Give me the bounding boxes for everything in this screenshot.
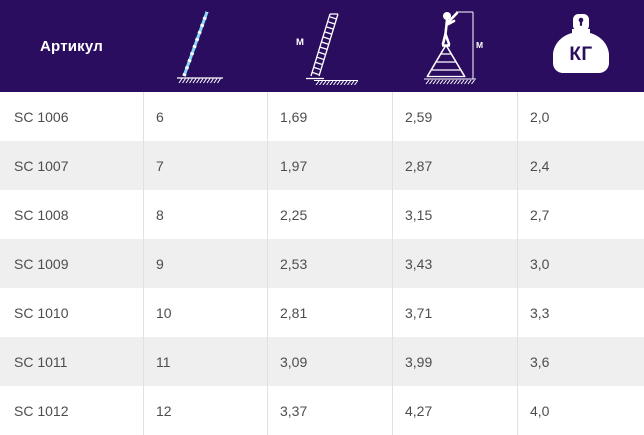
weight-cell: 3,6 — [517, 337, 644, 386]
ladder-height-cell: 3,09 — [267, 337, 392, 386]
article-cell: SC 1006 — [14, 108, 69, 125]
ladder-height-cell: 2,81 — [267, 288, 392, 337]
ladder-height-cell: 1,69 — [267, 92, 392, 141]
ladder-height-cell: 2,53 — [267, 239, 392, 288]
ladder-height-icon: М — [294, 7, 366, 85]
weight-cell: 2,0 — [517, 92, 644, 141]
weight-cell: 3,0 — [517, 239, 644, 288]
table-row: SC 1008 8 2,25 3,15 2,7 — [0, 190, 644, 239]
weight-kettlebell-icon: КГ — [545, 7, 617, 85]
working-height-cell: 3,99 — [392, 337, 517, 386]
table-row: SC 1012 12 3,37 4,27 4,0 — [0, 386, 644, 435]
steps-cell: 6 — [143, 92, 267, 141]
weight-cell: 3,3 — [517, 288, 644, 337]
article-cell: SC 1011 — [14, 353, 68, 370]
steps-cell: 11 — [143, 337, 267, 386]
table-row: SC 1006 6 1,69 2,59 2,0 — [0, 92, 644, 141]
steps-cell: 9 — [143, 239, 267, 288]
article-cell: SC 1008 — [14, 206, 69, 223]
article-cell: SC 1007 — [14, 157, 69, 174]
article-header-cell: Артикул — [0, 0, 143, 92]
working-height-cell: 2,59 — [392, 92, 517, 141]
table-header: Артикул М — [0, 0, 644, 92]
article-header-label: Артикул — [40, 37, 103, 55]
ladder-height-header-cell: М — [267, 0, 392, 92]
ladder-height-cell: 2,25 — [267, 190, 392, 239]
ladder-height-cell: 1,97 — [267, 141, 392, 190]
steps-cell: 10 — [143, 288, 267, 337]
table-row: SC 1007 7 1,97 2,87 2,4 — [0, 141, 644, 190]
weight-cell: 4,0 — [517, 386, 644, 435]
ladder-height-cell: 3,37 — [267, 386, 392, 435]
steps-cell: 12 — [143, 386, 267, 435]
svg-text:М: М — [476, 40, 483, 50]
article-cell: SC 1012 — [14, 402, 69, 419]
working-height-cell: 3,71 — [392, 288, 517, 337]
working-height-cell: 3,43 — [392, 239, 517, 288]
weight-header-cell: КГ — [517, 0, 644, 92]
svg-text:КГ: КГ — [569, 44, 592, 65]
working-height-cell: 4,27 — [392, 386, 517, 435]
article-cell: SC 1010 — [14, 304, 69, 321]
table-row: SC 1011 11 3,09 3,99 3,6 — [0, 337, 644, 386]
working-height-cell: 3,15 — [392, 190, 517, 239]
leaning-ladder-icon — [173, 7, 237, 85]
working-height-cell: 2,87 — [392, 141, 517, 190]
steps-cell: 7 — [143, 141, 267, 190]
steps-header-cell — [143, 0, 267, 92]
steps-cell: 8 — [143, 190, 267, 239]
table-row: SC 1009 9 2,53 3,43 3,0 — [0, 239, 644, 288]
working-height-header-cell: М — [392, 0, 517, 92]
article-cell: SC 1009 — [14, 255, 69, 272]
table-row: SC 1010 10 2,81 3,71 3,3 — [0, 288, 644, 337]
working-height-icon: М — [418, 7, 492, 85]
weight-cell: 2,7 — [517, 190, 644, 239]
weight-cell: 2,4 — [517, 141, 644, 190]
svg-text:М: М — [296, 37, 304, 48]
